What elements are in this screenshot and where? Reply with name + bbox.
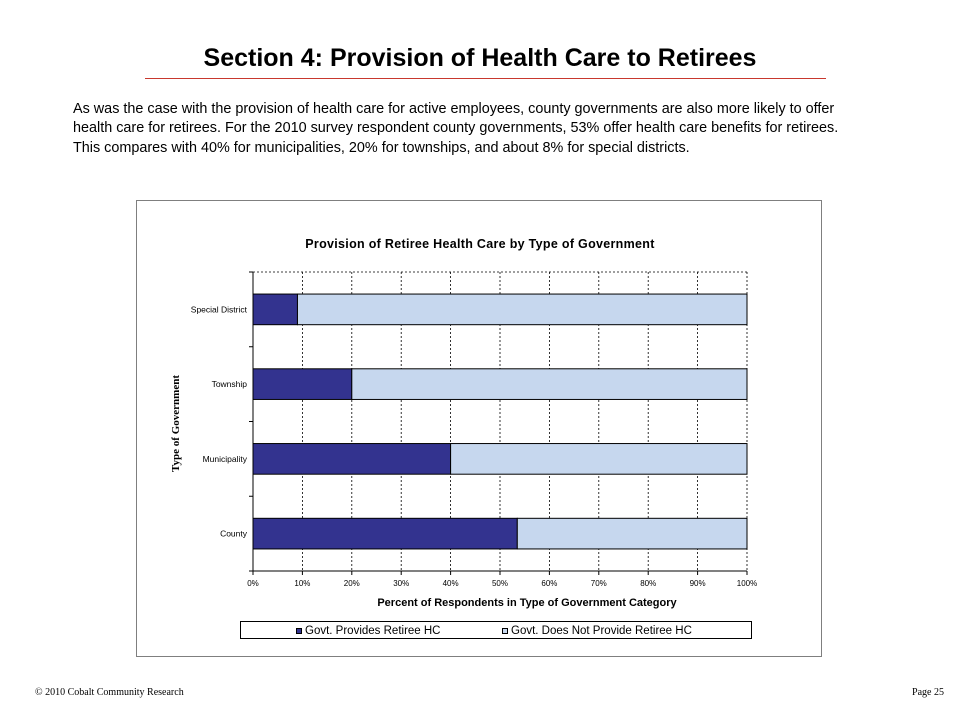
- chart-container: Provision of Retiree Health Care by Type…: [136, 200, 822, 657]
- x-tick-label: 70%: [591, 579, 607, 588]
- footer-copyright: © 2010 Cobalt Community Research: [35, 687, 184, 698]
- bar-provides: [252, 443, 452, 475]
- x-axis-title: Percent of Respondents in Type of Govern…: [377, 597, 677, 609]
- y-tick-label: County: [220, 529, 248, 539]
- page-title: Section 4: Provision of Health Care to R…: [203, 44, 757, 72]
- y-axis-title: Type of Government: [170, 375, 182, 472]
- x-tick-label: 30%: [393, 579, 409, 588]
- y-tick-label: Special District: [191, 304, 248, 314]
- x-tick-label: 0%: [247, 579, 259, 588]
- chart-plot: 0% 10% 20% 30% 40% 50% 60% 70% 80% 90% 100% Special…: [170, 271, 757, 609]
- y-tick-label: Municipality: [203, 454, 248, 464]
- x-tick-label: 80%: [640, 579, 656, 588]
- legend-label-provides: Govt. Provides Retiree HC: [305, 625, 441, 637]
- footer-page-number: Page 25: [912, 687, 944, 698]
- bar-not-provides: [450, 443, 748, 475]
- legend-label-not-provides: Govt. Does Not Provide Retiree HC: [511, 625, 692, 637]
- bar-provides: [252, 293, 298, 326]
- chart-title: Provision of Retiree Health Care by Type…: [305, 237, 655, 251]
- bar-not-provides: [296, 293, 748, 326]
- x-tick-label: 20%: [344, 579, 360, 588]
- body-paragraph: As was the case with the provision of he…: [73, 101, 839, 156]
- legend-item-not-provides: Govt. Does Not Provide Retiree HC: [502, 623, 692, 639]
- legend-item-provides: Govt. Provides Retiree HC: [296, 623, 441, 639]
- y-tick-label: Township: [212, 379, 248, 389]
- x-tick-label: 10%: [294, 579, 310, 588]
- legend-swatch-provides: [296, 628, 302, 634]
- x-tick-label: 90%: [690, 579, 706, 588]
- x-tick-label: 60%: [541, 579, 557, 588]
- bar-not-provides: [351, 368, 748, 400]
- bar-not-provides: [516, 517, 748, 550]
- x-tick-label: 40%: [443, 579, 459, 588]
- bar-provides: [252, 368, 353, 400]
- legend-swatch-not-provides: [502, 628, 508, 634]
- bar-provides: [252, 517, 518, 550]
- x-tick-label: 50%: [492, 579, 508, 588]
- x-tick-label: 100%: [737, 579, 757, 588]
- title-rule: [145, 78, 826, 79]
- chart-legend: Govt. Provides Retiree HC Govt. Does Not…: [240, 621, 752, 639]
